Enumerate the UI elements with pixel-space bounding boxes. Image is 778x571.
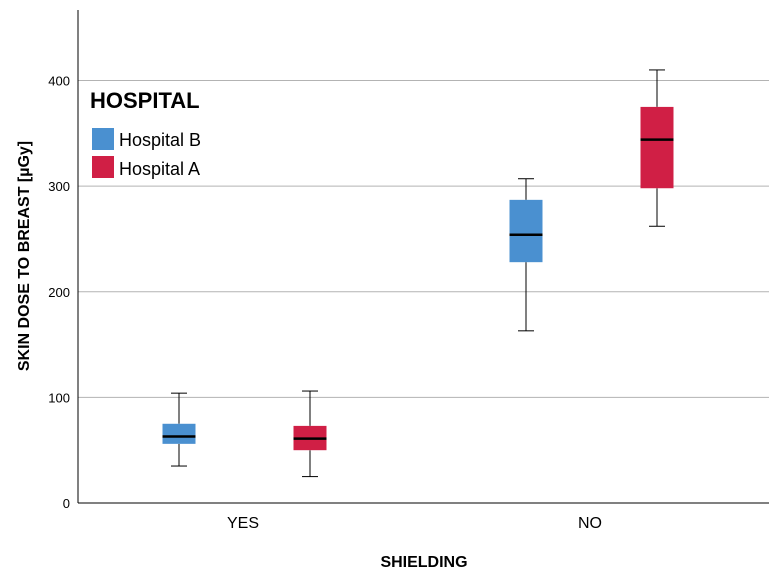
box-iqr (509, 199, 543, 263)
legend-label-hospital-a: Hospital A (119, 159, 200, 179)
legend-title: HOSPITAL (90, 88, 200, 113)
y-axis-title: SKIN DOSE TO BREAST [µGy] (16, 141, 33, 371)
y-tick-label-400: 400 (48, 74, 70, 89)
y-tick-label-0: 0 (63, 496, 70, 511)
box-iqr (162, 423, 196, 444)
box-hospital-b-yes (162, 392, 196, 467)
x-category-label-no: NO (578, 515, 602, 532)
box-hospital-b-no (509, 178, 543, 332)
axes (77, 10, 769, 504)
box-hospital-a-yes (293, 390, 327, 478)
gridlines (78, 80, 769, 398)
boxes (162, 69, 674, 478)
box-hospital-a-no (640, 69, 674, 227)
x-axis-title: SHIELDING (380, 554, 467, 571)
y-tick-label-200: 200 (48, 285, 70, 300)
legend-label-hospital-b: Hospital B (119, 130, 201, 150)
box-iqr (640, 106, 674, 189)
x-category-label-yes: YES (227, 515, 259, 532)
y-tick-label-100: 100 (48, 390, 70, 405)
y-tick-labels: 0 100 200 300 400 (48, 74, 70, 512)
x-category-labels: YES NO (227, 515, 602, 532)
legend-swatch-hospital-b (92, 128, 114, 150)
y-tick-label-300: 300 (48, 179, 70, 194)
legend: HOSPITAL Hospital B Hospital A (90, 88, 201, 179)
legend-swatch-hospital-a (92, 156, 114, 178)
